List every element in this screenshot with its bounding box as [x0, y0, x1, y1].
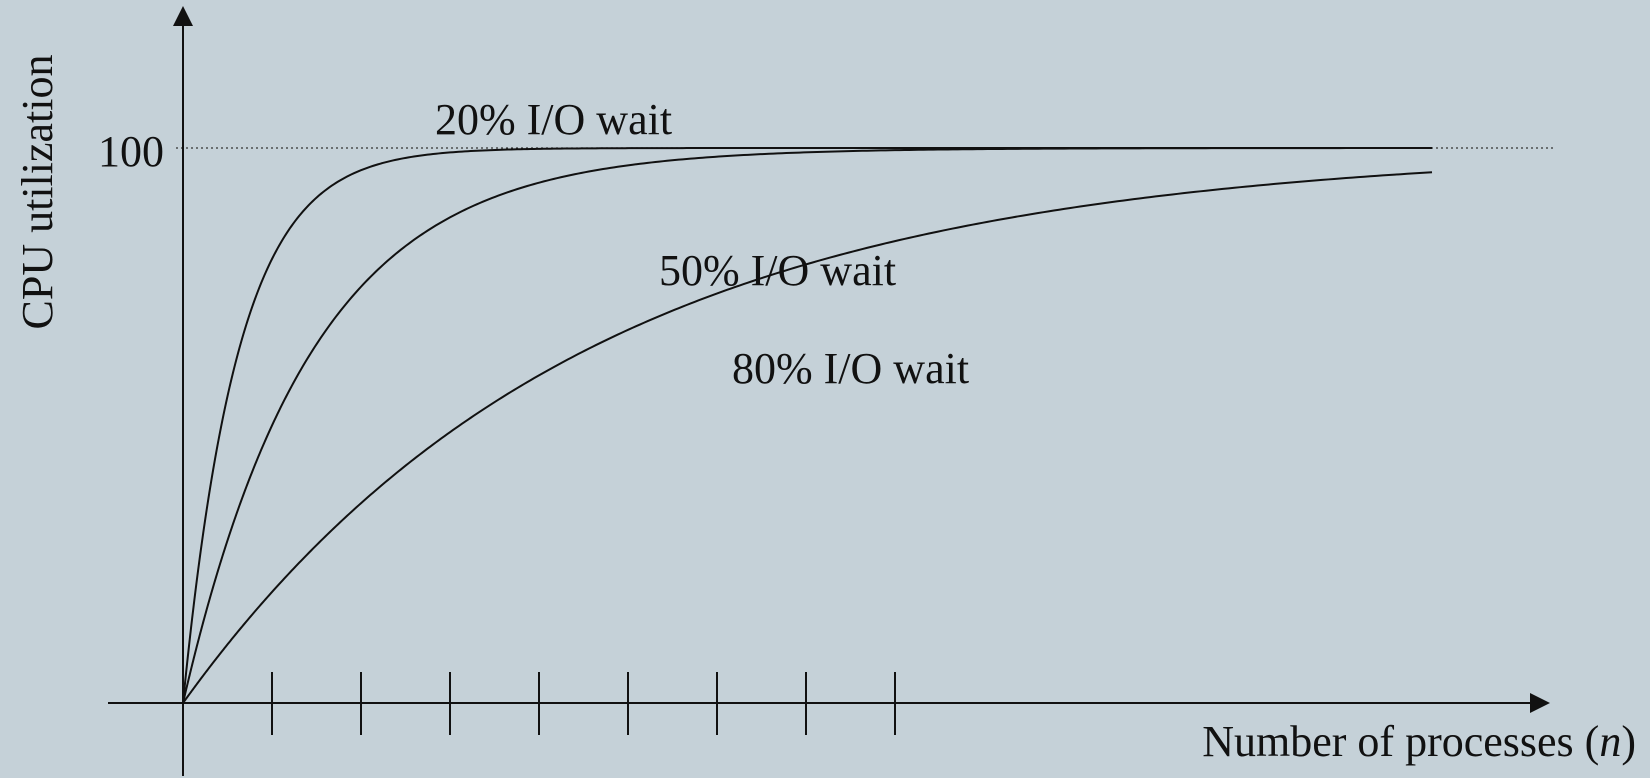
series-lines — [182, 147, 1433, 704]
series-label-50: 50% I/O wait — [659, 246, 896, 295]
series-label-80: 80% I/O wait — [732, 344, 969, 393]
y-tick-label-100: 100 — [98, 127, 164, 176]
series-line-20 — [182, 147, 1432, 704]
x-ticks — [271, 672, 896, 735]
series-line-50 — [182, 147, 1432, 704]
series-line-80 — [182, 171, 1433, 704]
x-axis-label: Number of processes (n) — [1202, 717, 1636, 766]
y-axis-label: CPU utilization — [13, 55, 62, 330]
series-label-20: 20% I/O wait — [435, 95, 672, 144]
